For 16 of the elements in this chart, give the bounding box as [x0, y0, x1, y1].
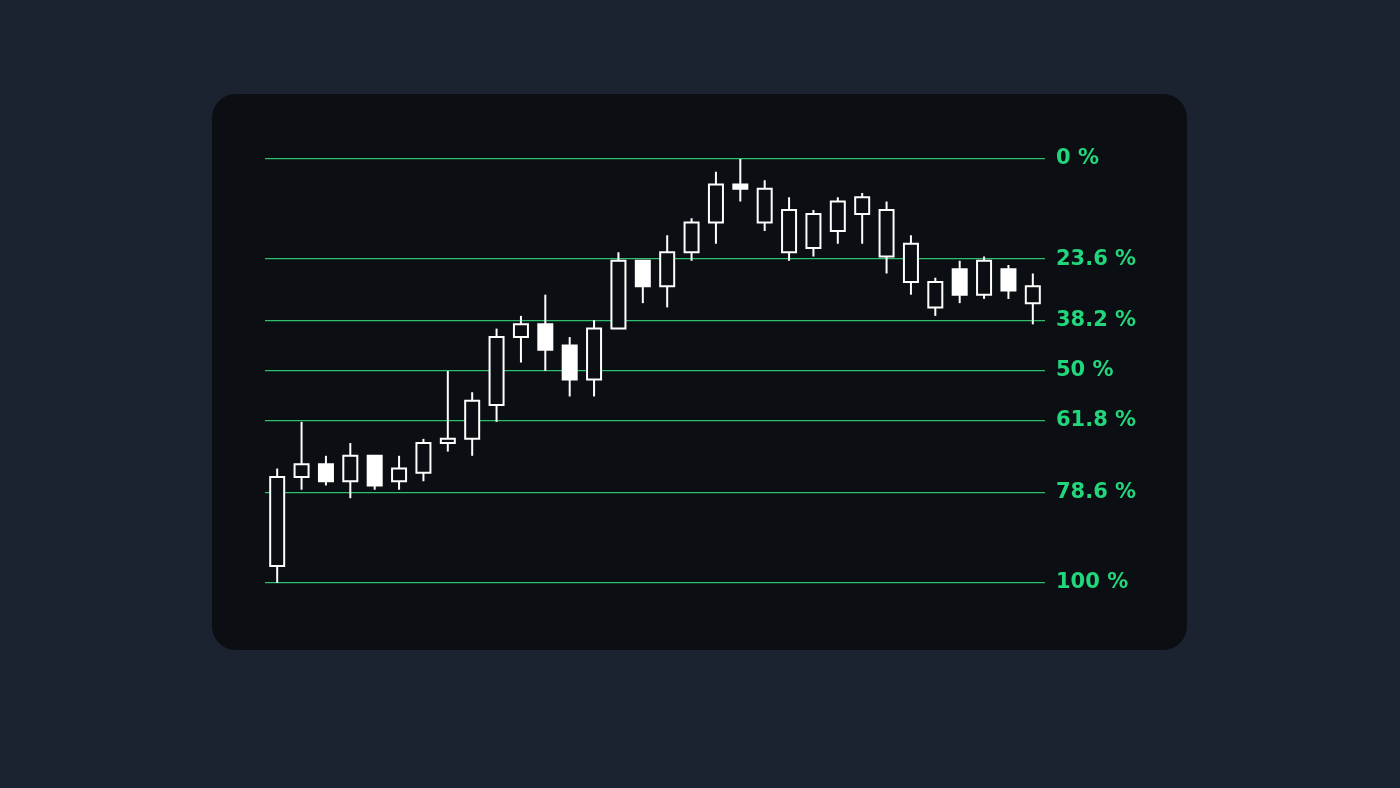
candlestick: [1024, 272, 1041, 326]
candlestick: [391, 454, 408, 491]
y-tick-label: 100 %: [1056, 569, 1129, 594]
candlestick: [439, 370, 456, 453]
y-tick-label: 38.2 %: [1056, 307, 1137, 332]
candlestick: [732, 158, 749, 203]
y-tick-label: 61.8 %: [1056, 407, 1137, 432]
y-tick-label: 23.6 %: [1056, 245, 1137, 270]
y-tick-label: 0 %: [1056, 145, 1099, 170]
candlestick: [512, 314, 529, 364]
y-tick-label: 78.6 %: [1056, 478, 1137, 503]
candlestick: [1000, 264, 1017, 300]
candlestick: [293, 420, 310, 491]
y-tick-label: 50 %: [1056, 357, 1114, 382]
candlestick: [317, 454, 334, 487]
candlestick: [854, 191, 871, 245]
